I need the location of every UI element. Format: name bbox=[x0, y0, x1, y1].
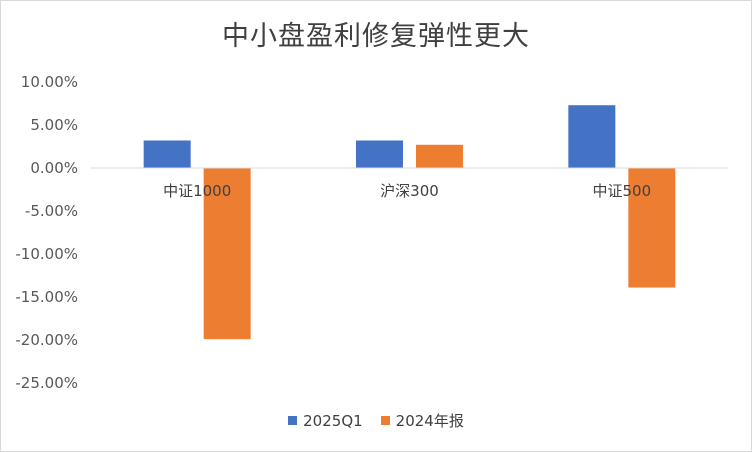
bar-2-1 bbox=[203, 168, 251, 340]
legend-label-series-2: 2024年报 bbox=[395, 412, 464, 430]
y-tick-label: -25.00% bbox=[15, 374, 78, 392]
y-tick-label: 0.00% bbox=[30, 159, 78, 177]
y-tick-label: -10.00% bbox=[15, 245, 78, 263]
category-label: 沪深300 bbox=[380, 182, 439, 200]
legend-item-series-1: 2025Q1 bbox=[288, 412, 363, 430]
y-tick-label: 5.00% bbox=[30, 116, 78, 134]
bar-1-1 bbox=[143, 140, 191, 168]
legend-swatch-series-1 bbox=[288, 416, 298, 425]
y-axis-ticks: 10.00% 5.00% 0.00% -5.00% -10.00% -15.00% -20.… bbox=[15, 73, 78, 392]
bar-2-3 bbox=[628, 168, 676, 288]
category-label: 中证500 bbox=[593, 182, 652, 200]
y-tick-label: -5.00% bbox=[25, 202, 78, 220]
category-label: 中证1000 bbox=[163, 182, 231, 200]
bars-group bbox=[143, 105, 676, 340]
bar-2-2 bbox=[416, 144, 463, 168]
category-labels: 中证1000 沪深300 中证500 bbox=[163, 182, 651, 200]
legend-label-series-1: 2025Q1 bbox=[303, 411, 363, 430]
bar-1-2 bbox=[356, 140, 403, 168]
legend-item-series-2: 2024年报 bbox=[380, 410, 464, 431]
legend-swatch-series-2 bbox=[380, 416, 390, 425]
legend: 2025Q1 2024年报 bbox=[0, 410, 752, 431]
y-tick-label: -15.00% bbox=[15, 288, 78, 306]
y-tick-label: -20.00% bbox=[15, 331, 78, 349]
y-tick-label: 10.00% bbox=[21, 73, 78, 91]
chart-title: 中小盘盈利修复弹性更大 bbox=[222, 21, 530, 52]
bar-1-3 bbox=[568, 105, 616, 168]
